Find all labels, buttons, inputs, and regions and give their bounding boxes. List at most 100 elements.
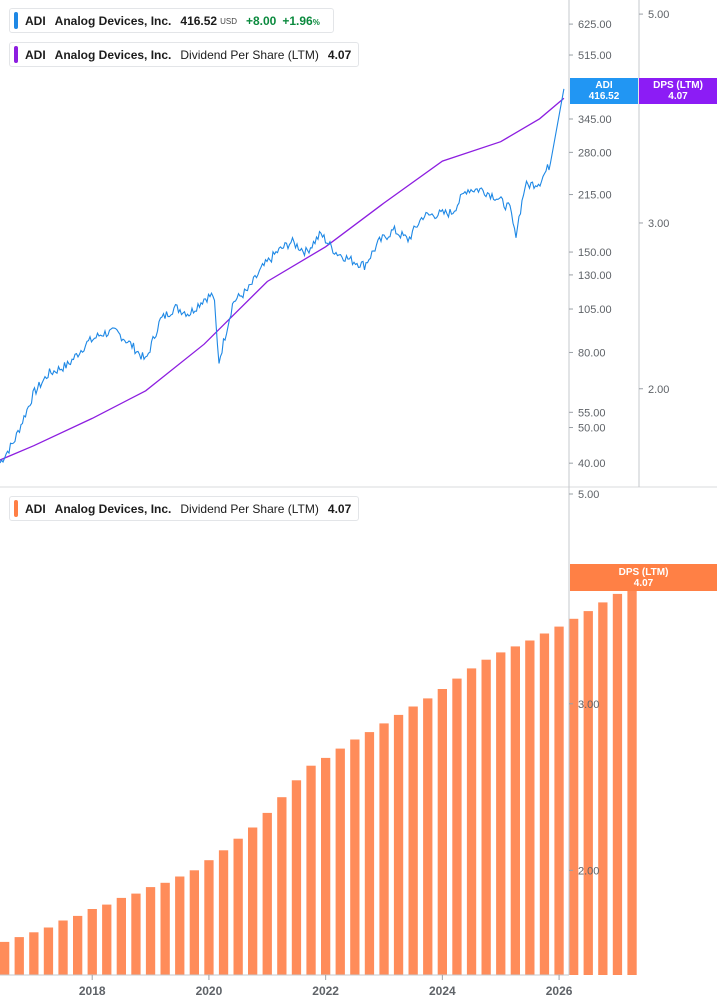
- legend-metric: Dividend Per Share (LTM): [180, 47, 319, 62]
- legend-currency: USD: [220, 17, 237, 26]
- price-axis-label: 130.00: [578, 270, 612, 282]
- dps-bar: [73, 915, 83, 975]
- dps-bar: [393, 714, 404, 975]
- dps-bar: [262, 812, 272, 975]
- price-chart-panel[interactable]: [0, 88, 565, 464]
- legend-company-name: Analog Devices, Inc.: [54, 13, 172, 28]
- dps-bar: [627, 578, 637, 975]
- dps-bar: [102, 904, 112, 975]
- dps-bar: [335, 748, 345, 975]
- legend-percent-sign: %: [312, 17, 320, 27]
- price-axis-label: 345.00: [578, 114, 612, 126]
- dps-bar: [525, 640, 535, 975]
- dps-bar: [29, 932, 39, 975]
- time-axis-label: 2022: [312, 984, 339, 998]
- dps-bar: [14, 937, 24, 975]
- legend-value: 4.07: [327, 501, 352, 516]
- price-legend[interactable]: ADI Analog Devices, Inc. 416.52 USD +8.0…: [9, 8, 334, 33]
- legend-symbol: ADI: [25, 501, 46, 516]
- dividend-bar-chart-panel[interactable]: [0, 578, 637, 976]
- dps-bar: [481, 659, 491, 975]
- dps-bar: [131, 893, 141, 975]
- price-axis-label: 80.00: [578, 347, 606, 359]
- price-axis-label: 105.00: [578, 304, 612, 316]
- dps-bar: [87, 909, 97, 975]
- dps-bar: [145, 887, 156, 975]
- price-axis-label: 150.00: [578, 247, 612, 259]
- dps-bottom-badge-label: DPS (LTM): [618, 566, 669, 578]
- time-axis-label: 2026: [546, 984, 573, 998]
- legend-change: +8.00: [245, 13, 277, 28]
- time-axis-label: 2018: [79, 984, 106, 998]
- price-badge-symbol: ADI: [595, 80, 613, 91]
- price-line: [0, 88, 565, 464]
- bar-axis-label: 2.00: [578, 865, 599, 877]
- time-axis-label: 2024: [429, 984, 456, 998]
- dps-axis-label: 2.00: [648, 384, 669, 396]
- dps-bar: [569, 618, 579, 975]
- dps-bar: [43, 927, 54, 975]
- dps-bar: [350, 739, 360, 975]
- dps-bar: [306, 765, 316, 975]
- bar-axis-label: 5.00: [578, 489, 599, 501]
- dps-bar: [598, 602, 608, 975]
- dps-bar-swatch: [14, 500, 18, 517]
- dps-ltm-line: [0, 97, 565, 461]
- dps-bottom-badge: DPS (LTM) 4.07: [570, 564, 717, 591]
- dps-top-badge-label: DPS (LTM): [653, 80, 703, 91]
- price-series-swatch: [14, 12, 18, 29]
- dps-bar: [321, 757, 331, 975]
- dps-bar: [248, 827, 258, 975]
- dps-bar: [160, 882, 170, 975]
- price-badge: ADI 416.52: [570, 78, 638, 104]
- dps-bar: [452, 678, 462, 975]
- legend-change-percent: +1.96%: [282, 14, 320, 28]
- legend-company-name: Analog Devices, Inc.: [54, 501, 172, 516]
- dps-bar-legend[interactable]: ADI Analog Devices, Inc. Dividend Per Sh…: [9, 496, 360, 521]
- time-axis-label: 2020: [196, 984, 223, 998]
- dps-top-badge-value: 4.07: [668, 91, 688, 102]
- dps-bar: [554, 626, 564, 975]
- price-axis-label: 215.00: [578, 190, 612, 202]
- dps-bar: [437, 689, 447, 975]
- dps-line-legend[interactable]: ADI Analog Devices, Inc. Dividend Per Sh…: [9, 42, 360, 67]
- dps-bar: [189, 870, 199, 975]
- price-axis-label: 50.00: [578, 423, 606, 435]
- dps-bar: [291, 780, 302, 975]
- dps-bottom-badge-value: 4.07: [633, 577, 654, 589]
- legend-symbol: ADI: [25, 13, 46, 28]
- dps-bar: [379, 723, 389, 975]
- dps-bar: [466, 668, 477, 975]
- dps-bar: [364, 732, 375, 975]
- dps-bar: [612, 593, 623, 975]
- dps-top-badge: DPS (LTM) 4.07: [639, 78, 717, 104]
- legend-value: 4.07: [327, 47, 352, 62]
- bar-axis-label: 3.00: [578, 699, 599, 711]
- dps-bar: [58, 920, 68, 975]
- price-axis-label: 280.00: [578, 147, 612, 159]
- legend-metric: Dividend Per Share (LTM): [180, 501, 319, 516]
- dps-bar: [0, 941, 10, 975]
- legend-price: 416.52: [180, 13, 218, 28]
- dps-bar: [408, 706, 418, 975]
- dps-axis-label: 5.00: [648, 9, 669, 21]
- dps-bar: [510, 646, 520, 975]
- dps-bar: [496, 652, 506, 975]
- dps-bar: [277, 797, 287, 975]
- price-axis-label: 625.00: [578, 19, 612, 31]
- price-badge-value: 416.52: [588, 91, 620, 102]
- legend-change-percent-value: +1.96: [282, 13, 313, 28]
- dps-bar: [218, 850, 229, 975]
- dps-line-swatch: [14, 46, 18, 63]
- dps-bar: [539, 633, 550, 975]
- price-axis-label: 40.00: [578, 458, 606, 470]
- price-axis-label: 515.00: [578, 50, 612, 62]
- dps-bar: [204, 860, 214, 975]
- dps-bar: [423, 698, 433, 975]
- dps-bar: [233, 838, 243, 975]
- legend-symbol: ADI: [25, 47, 46, 62]
- legend-company-name: Analog Devices, Inc.: [54, 47, 172, 62]
- dps-bar: [116, 897, 126, 975]
- price-axis-label: 55.00: [578, 407, 606, 419]
